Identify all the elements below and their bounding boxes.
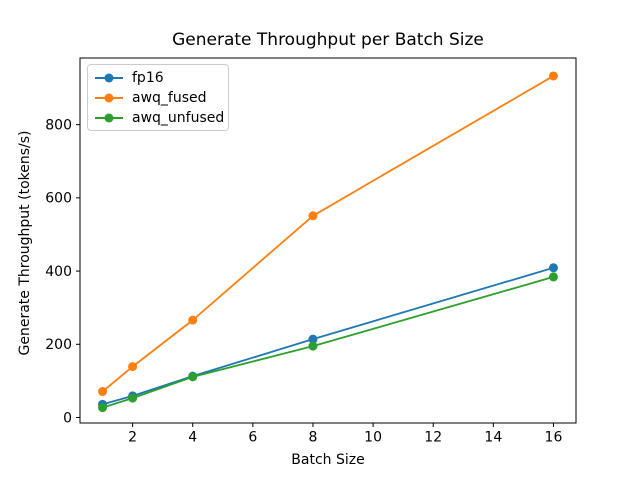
legend-label: fp16 [132, 70, 164, 86]
data-point-awq_fused [98, 387, 108, 397]
data-point-awq_unfused [548, 272, 558, 282]
x-tick-label: 16 [545, 430, 563, 446]
x-axis-label: Batch Size [291, 452, 365, 468]
series-line-awq_unfused [102, 276, 554, 409]
y-tick-label: 0 [63, 410, 72, 426]
y-tick-label: 400 [45, 264, 72, 280]
plot-border [79, 57, 577, 424]
data-point-awq_fused [548, 71, 558, 81]
data-point-awq_unfused [128, 393, 138, 403]
legend-item-fp16: fp16 [95, 68, 220, 88]
data-point-awq_fused [308, 211, 318, 221]
data-point-fp16 [308, 334, 318, 344]
legend-line-marker-sample [95, 113, 123, 123]
x-tick-label: 6 [248, 430, 257, 446]
data-point-awq_unfused [308, 341, 318, 351]
legend: fp16 awq_fused awq_unfused [87, 64, 229, 131]
legend-line-marker-sample [95, 73, 123, 83]
legend-item-awq_unfused: awq_unfused [95, 108, 224, 128]
y-tick-label: 800 [45, 117, 72, 133]
data-point-awq_fused [188, 315, 198, 325]
legend-label: awq_fused [132, 90, 207, 106]
data-point-fp16 [548, 263, 558, 273]
y-tick-label: 600 [45, 191, 72, 207]
x-tick-label: 4 [188, 430, 197, 446]
data-point-awq_fused [128, 362, 138, 372]
x-tick-label: 10 [364, 430, 382, 446]
x-tick-label: 2 [128, 430, 137, 446]
series-line-fp16 [102, 266, 554, 406]
chart-title: Generate Throughput per Batch Size [172, 30, 484, 50]
data-point-awq_unfused [98, 403, 108, 413]
legend-label: awq_unfused [132, 110, 225, 126]
data-point-awq_unfused [188, 372, 198, 382]
x-tick-label: 8 [309, 430, 318, 446]
x-tick-label: 12 [424, 430, 442, 446]
legend-item-awq_fused: awq_fused [95, 88, 220, 108]
x-tick-label: 14 [484, 430, 502, 446]
y-tick-label: 200 [45, 337, 72, 353]
legend-line-marker-sample [95, 93, 123, 103]
